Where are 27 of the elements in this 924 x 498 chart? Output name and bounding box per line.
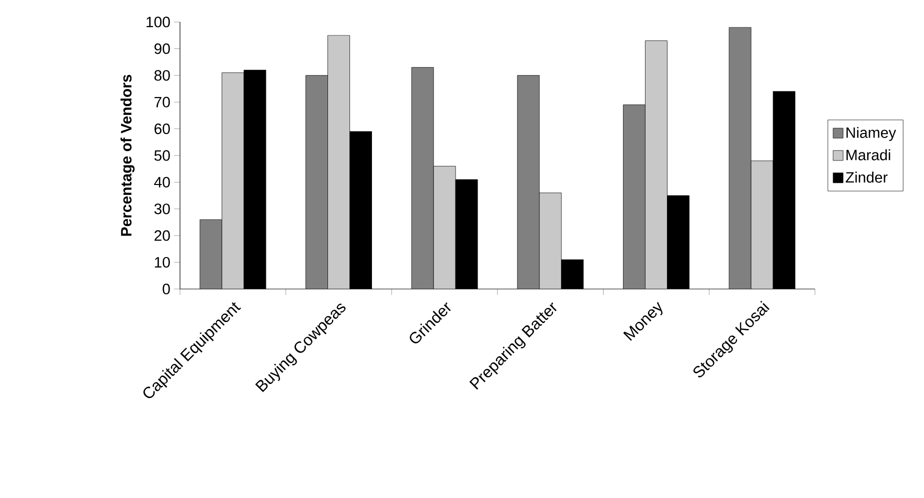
y-axis-title: Percentage of Vendors bbox=[120, 74, 135, 236]
y-tick-label: 80 bbox=[154, 70, 170, 81]
bar bbox=[200, 220, 222, 289]
legend-label: Maradi bbox=[846, 149, 890, 160]
y-tick-label: 60 bbox=[154, 123, 170, 134]
y-tick-label: 50 bbox=[154, 150, 170, 161]
y-tick-label: 40 bbox=[154, 176, 170, 188]
y-tick-label: 0 bbox=[162, 284, 170, 294]
legend-label: Niamey bbox=[846, 126, 896, 141]
y-tick-label: 90 bbox=[154, 43, 170, 54]
bar bbox=[623, 104, 646, 289]
y-tick-label: 100 bbox=[146, 16, 170, 28]
legend-label: Zinder bbox=[846, 172, 888, 183]
bar bbox=[539, 192, 562, 289]
bar bbox=[222, 72, 244, 289]
y-tick-label: 70 bbox=[154, 96, 170, 108]
bar bbox=[645, 40, 668, 289]
bar bbox=[517, 75, 540, 289]
bar bbox=[434, 166, 456, 289]
bar bbox=[328, 35, 350, 289]
y-tick-label: 30 bbox=[154, 204, 170, 214]
bar bbox=[750, 160, 774, 289]
bar bbox=[728, 27, 752, 289]
bar bbox=[412, 67, 434, 289]
bar bbox=[306, 75, 328, 289]
y-tick-label: 20 bbox=[154, 230, 170, 241]
y-tick-label: 10 bbox=[154, 256, 170, 268]
